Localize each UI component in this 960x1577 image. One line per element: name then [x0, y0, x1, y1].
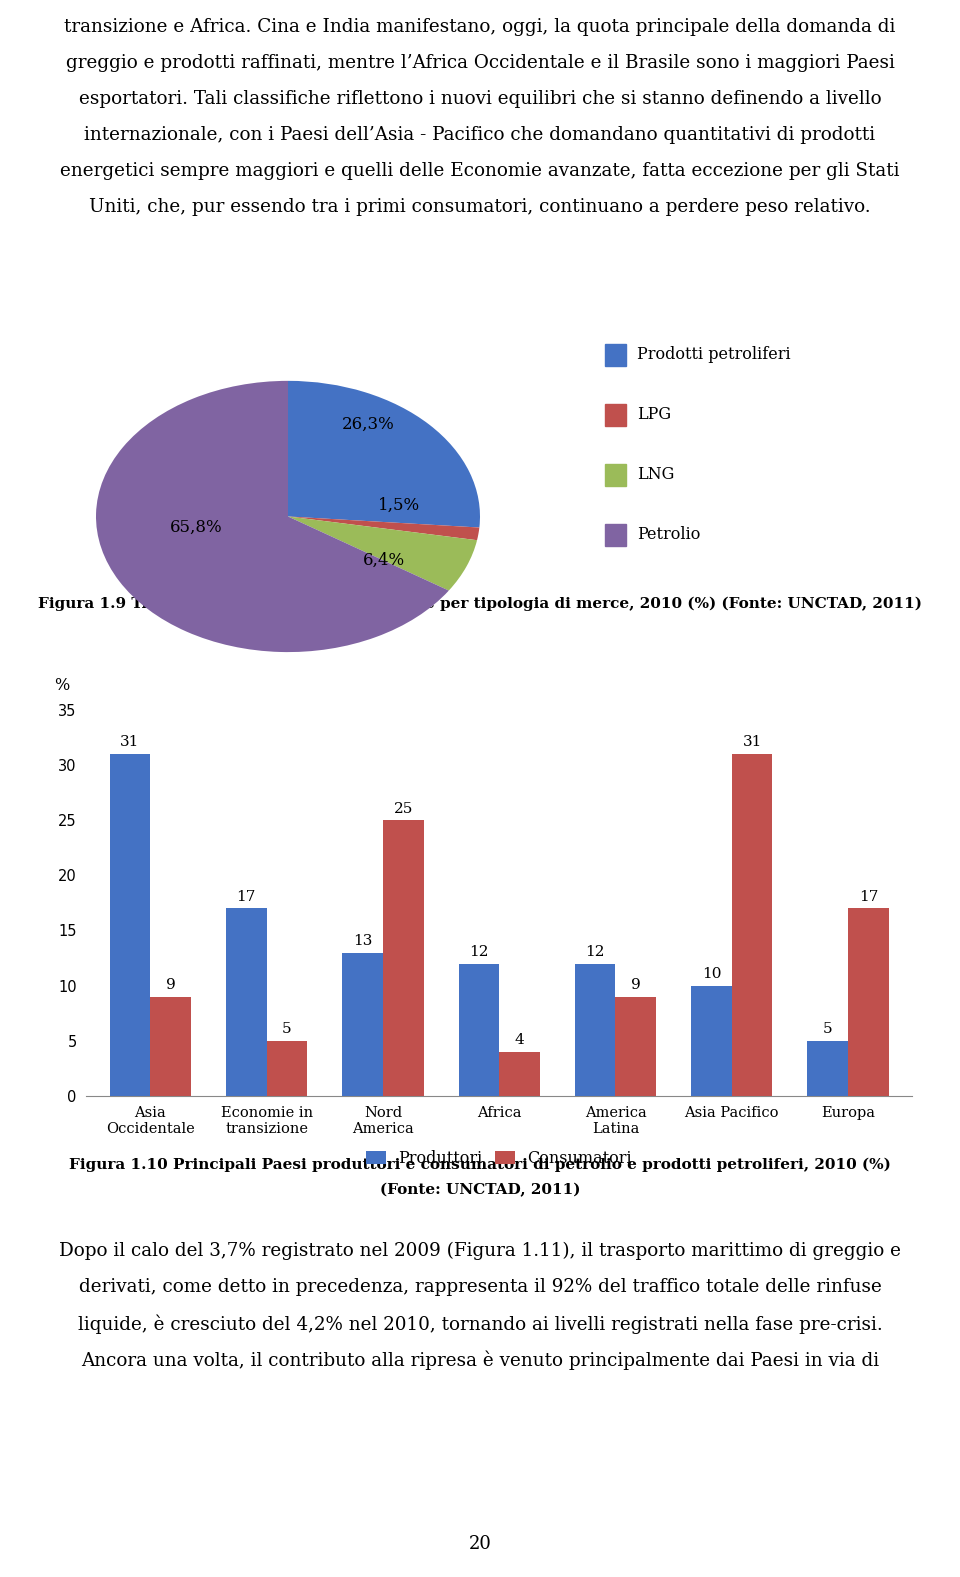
- Bar: [151, 997, 191, 1096]
- Text: 26,3%: 26,3%: [343, 416, 395, 432]
- Text: esportatori. Tali classifiche riflettono i nuovi equilibri che si stanno definen: esportatori. Tali classifiche riflettono…: [79, 90, 881, 107]
- Text: 65,8%: 65,8%: [170, 519, 222, 536]
- Bar: [499, 1052, 540, 1096]
- Wedge shape: [96, 380, 449, 651]
- Bar: [109, 754, 151, 1096]
- Bar: [267, 1041, 307, 1096]
- Text: Dopo il calo del 3,7% registrato nel 2009 (Figura 1.11), il trasporto marittimo : Dopo il calo del 3,7% registrato nel 200…: [59, 1243, 901, 1260]
- Text: 31: 31: [742, 735, 762, 749]
- Text: 17: 17: [236, 889, 256, 904]
- Text: Prodotti petroliferi: Prodotti petroliferi: [637, 347, 791, 363]
- Wedge shape: [288, 517, 477, 590]
- Text: Figura 1.10 Principali Paesi produttori e consumatori di petrolio e prodotti pet: Figura 1.10 Principali Paesi produttori …: [69, 1158, 891, 1172]
- Text: 25: 25: [394, 801, 413, 815]
- Bar: [807, 1041, 848, 1096]
- Text: Ancora una volta, il contributo alla ripresa è venuto principalmente dai Paesi i: Ancora una volta, il contributo alla rip…: [81, 1350, 879, 1369]
- Bar: [459, 964, 499, 1096]
- Text: 31: 31: [120, 735, 140, 749]
- Text: 5: 5: [823, 1022, 832, 1036]
- Bar: [383, 820, 423, 1096]
- Text: derivati, come detto in precedenza, rappresenta il 92% del traffico totale delle: derivati, come detto in precedenza, rapp…: [79, 1277, 881, 1296]
- Text: LPG: LPG: [637, 407, 672, 423]
- Text: 12: 12: [586, 945, 605, 959]
- Bar: [691, 986, 732, 1096]
- Bar: [342, 953, 383, 1096]
- Text: 17: 17: [858, 889, 878, 904]
- Bar: [226, 908, 267, 1096]
- Text: 12: 12: [469, 945, 489, 959]
- Text: Uniti, che, pur essendo tra i primi consumatori, continuano a perdere peso relat: Uniti, che, pur essendo tra i primi cons…: [89, 199, 871, 216]
- Text: 20: 20: [468, 1534, 492, 1553]
- Bar: [575, 964, 615, 1096]
- Text: 4: 4: [515, 1033, 524, 1047]
- Text: greggio e prodotti raffinati, mentre l’Africa Occidentale e il Brasile sono i ma: greggio e prodotti raffinati, mentre l’A…: [65, 54, 895, 73]
- Text: 9: 9: [166, 978, 176, 992]
- Bar: [615, 997, 657, 1096]
- Wedge shape: [288, 382, 480, 528]
- Legend: Produttori, Consumatori: Produttori, Consumatori: [360, 1143, 638, 1173]
- Text: energetici sempre maggiori e quelli delle Economie avanzate, fatta eccezione per: energetici sempre maggiori e quelli dell…: [60, 162, 900, 180]
- Text: 1,5%: 1,5%: [378, 497, 420, 514]
- Text: liquide, è cresciuto del 4,2% nel 2010, tornando ai livelli registrati nella fas: liquide, è cresciuto del 4,2% nel 2010, …: [78, 1314, 882, 1334]
- Bar: [848, 908, 889, 1096]
- Text: Figura 1.9 Traffico mondiale di rinfuse liquide per tipologia di merce, 2010 (%): Figura 1.9 Traffico mondiale di rinfuse …: [38, 598, 923, 612]
- Text: 10: 10: [702, 967, 721, 981]
- Text: Petrolio: Petrolio: [637, 527, 701, 542]
- Text: (Fonte: UNCTAD, 2011): (Fonte: UNCTAD, 2011): [380, 1183, 580, 1197]
- Bar: [732, 754, 773, 1096]
- Text: 9: 9: [631, 978, 640, 992]
- Text: 5: 5: [282, 1022, 292, 1036]
- Wedge shape: [288, 517, 479, 541]
- Text: transizione e Africa. Cina e India manifestano, oggi, la quota principale della : transizione e Africa. Cina e India manif…: [64, 17, 896, 36]
- Text: 6,4%: 6,4%: [363, 552, 405, 568]
- Y-axis label: %: %: [54, 677, 69, 694]
- Text: internazionale, con i Paesi dell’Asia - Pacifico che domandano quantitativi di p: internazionale, con i Paesi dell’Asia - …: [84, 126, 876, 144]
- Text: 13: 13: [353, 934, 372, 948]
- Text: LNG: LNG: [637, 467, 675, 483]
